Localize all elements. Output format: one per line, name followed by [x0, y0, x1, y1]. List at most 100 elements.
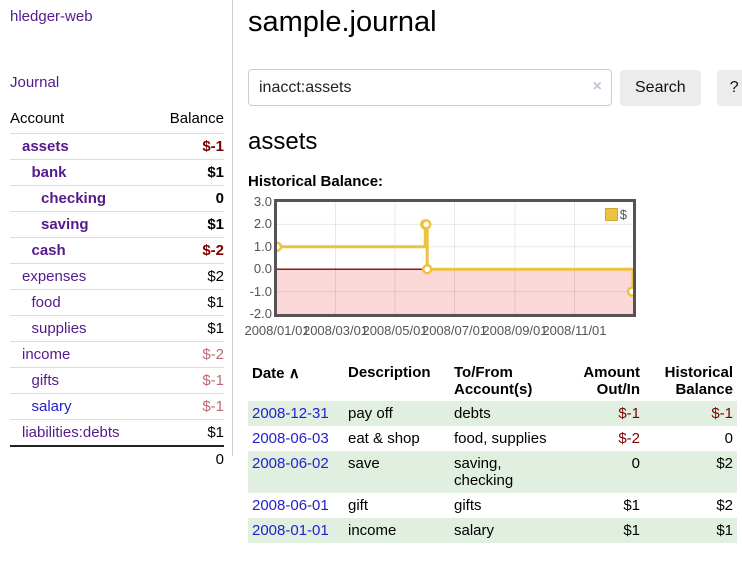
- column-header-amount: Amount Out/In: [583, 364, 640, 398]
- account-link[interactable]: assets: [22, 138, 69, 155]
- transaction-accounts: saving, checking: [454, 455, 514, 489]
- accounts-table: Account Balance assets $-1 bank $1 checking 0…: [10, 106, 224, 472]
- transaction-balance: 0: [724, 430, 733, 447]
- account-link[interactable]: cash: [31, 242, 66, 259]
- account-balance: $1: [153, 315, 224, 342]
- y-axis-tick-label: 1.0: [253, 238, 272, 254]
- account-link[interactable]: expenses: [22, 268, 87, 285]
- account-row: cash $-2: [10, 237, 224, 264]
- transaction-date-link[interactable]: 2008-06-01: [252, 497, 329, 514]
- transaction-date-link[interactable]: 2008-12-31: [252, 405, 329, 422]
- account-balance: $1: [153, 289, 224, 316]
- account-balance: $1: [153, 211, 224, 238]
- accounts-header-balance: Balance: [169, 110, 224, 127]
- transaction-date-link[interactable]: 2008-06-02: [252, 455, 329, 472]
- account-row: income $-2: [10, 341, 224, 368]
- account-link[interactable]: liabilities:debts: [22, 424, 120, 441]
- x-axis-tick-label: 2008/03/01: [302, 323, 369, 338]
- transaction-row: 2008-06-03 eat & shop food, supplies $-2 0: [248, 426, 737, 451]
- transaction-accounts: salary: [454, 522, 495, 539]
- y-axis-tick-label: -2.0: [249, 306, 272, 321]
- column-header-balance: Historical Balance: [664, 364, 733, 398]
- transaction-description: save: [348, 455, 380, 472]
- x-axis-tick-label: 2008/07/01: [421, 323, 488, 338]
- transaction-accounts: food, supplies: [454, 430, 547, 447]
- register-table: Date ∧ Description To/From Account(s) Amo…: [248, 361, 737, 543]
- account-balance: 0: [153, 185, 224, 212]
- x-axis-tick-label: 2008/11/01: [542, 323, 607, 338]
- sort-asc-icon: ∧: [288, 365, 300, 382]
- account-row: liabilities:debts $1: [10, 419, 224, 446]
- clear-search-icon[interactable]: ×: [592, 78, 602, 95]
- y-axis-tick-label: -1.0: [249, 283, 272, 299]
- account-row: food $1: [10, 289, 224, 316]
- column-header-accounts: To/From Account(s): [454, 364, 533, 398]
- transaction-amount: 0: [631, 455, 640, 472]
- page-title: sample.journal: [248, 6, 437, 38]
- transaction-amount: $-1: [618, 405, 640, 422]
- account-balance: $-2: [153, 341, 224, 368]
- transaction-balance: $-1: [711, 405, 733, 422]
- sidebar-item-journal[interactable]: Journal: [10, 74, 60, 91]
- account-row: gifts $-1: [10, 367, 224, 394]
- historical-balance-chart: 3.0 2.0 1.0 0.0 -1.0 -2.0 $ 2008/01/01 2008/03…: [244, 194, 740, 341]
- transaction-description: income: [348, 522, 397, 539]
- account-row: checking 0: [10, 185, 224, 212]
- account-row: supplies $1: [10, 315, 224, 342]
- account-link[interactable]: food: [31, 294, 61, 311]
- y-axis-tick-label: 3.0: [253, 194, 272, 209]
- account-link[interactable]: bank: [31, 164, 67, 181]
- help-button[interactable]: ?: [716, 69, 742, 106]
- account-balance: $-1: [153, 393, 224, 420]
- account-row: bank $1: [10, 159, 224, 186]
- transaction-accounts: debts: [454, 405, 491, 422]
- chart-plot-area[interactable]: $: [274, 199, 636, 317]
- account-row: salary $-1: [10, 393, 224, 420]
- x-axis-tick-label: 2008/01/01: [244, 323, 310, 338]
- chart-legend: $: [604, 207, 627, 222]
- accounts-header-account: Account: [10, 110, 65, 127]
- account-link[interactable]: supplies: [31, 320, 87, 337]
- account-link[interactable]: checking: [41, 190, 107, 207]
- transaction-description: gift: [348, 497, 369, 514]
- transaction-date-link[interactable]: 2008-01-01: [252, 522, 329, 539]
- transaction-balance: $2: [716, 455, 733, 472]
- search-form: × Search ?: [248, 69, 742, 106]
- transaction-row: 2008-06-01 gift gifts $1 $2: [248, 493, 737, 518]
- account-balance: $1: [153, 159, 224, 186]
- account-row: saving $1: [10, 211, 224, 238]
- brand-link[interactable]: hledger-web: [10, 8, 93, 25]
- transaction-row: 2008-12-31 pay off debts $-1 $-1: [248, 401, 737, 426]
- transaction-row: 2008-06-02 save saving, checking 0 $2: [248, 451, 737, 493]
- column-header-date[interactable]: Date ∧: [252, 365, 300, 382]
- transaction-accounts: gifts: [454, 497, 482, 514]
- accounts-total-row: 0: [10, 445, 224, 472]
- search-button[interactable]: Search: [620, 69, 701, 106]
- y-axis-tick-label: 2.0: [253, 216, 272, 232]
- y-axis-tick-label: 0.0: [253, 261, 272, 277]
- transaction-amount: $1: [623, 522, 640, 539]
- search-input[interactable]: [248, 69, 612, 106]
- legend-label: $: [619, 207, 627, 222]
- x-axis-tick-label: 2008/05/01: [362, 323, 428, 338]
- account-balance: $2: [153, 263, 224, 290]
- account-link[interactable]: income: [22, 346, 71, 363]
- chart-heading: Historical Balance:: [248, 173, 384, 190]
- account-row: expenses $2: [10, 263, 224, 290]
- account-row: assets $-1: [10, 133, 224, 160]
- transaction-row: 2008-01-01 income salary $1 $1: [248, 518, 737, 543]
- account-balance: $1: [153, 419, 224, 446]
- account-balance: $-1: [153, 133, 224, 160]
- account-balance: $-2: [153, 237, 224, 264]
- transaction-description: pay off: [348, 405, 393, 422]
- transaction-balance: $1: [716, 522, 733, 539]
- account-link[interactable]: saving: [41, 216, 89, 233]
- column-header-description: Description: [348, 364, 431, 381]
- account-title: assets: [248, 128, 318, 155]
- main-content: sample.journal × Search ? assets Histori…: [244, 0, 742, 543]
- account-link[interactable]: gifts: [31, 372, 60, 389]
- transaction-amount: $1: [623, 497, 640, 514]
- transaction-amount: $-2: [618, 430, 640, 447]
- transaction-date-link[interactable]: 2008-06-03: [252, 430, 329, 447]
- account-link[interactable]: salary: [31, 398, 72, 415]
